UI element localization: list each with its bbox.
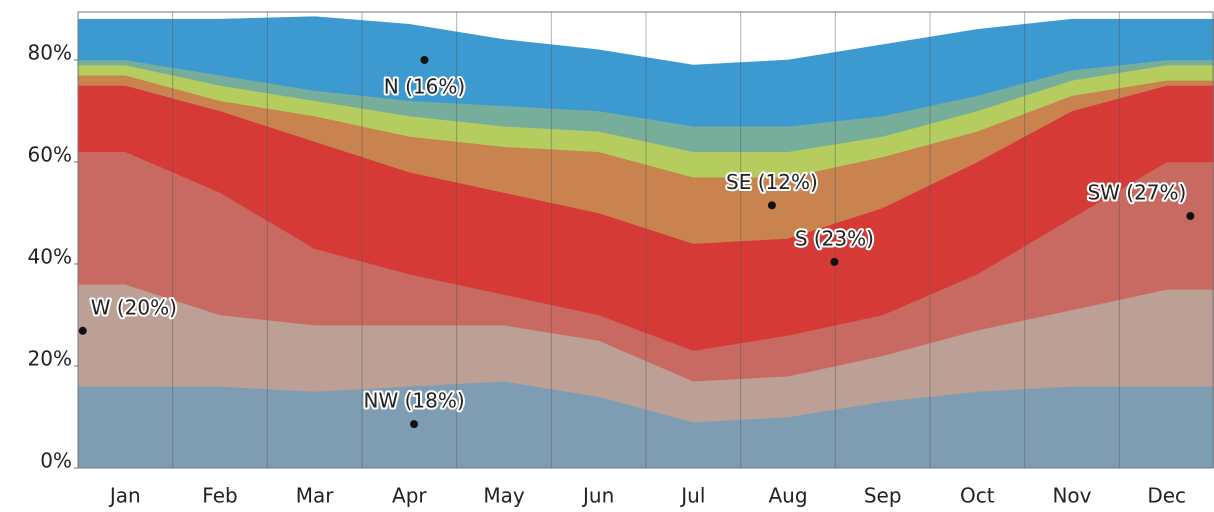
annotation-label: N (16%) xyxy=(384,74,465,98)
annotation-dot xyxy=(410,420,419,429)
x-tick-label: Mar xyxy=(296,484,335,508)
x-tick-label: Apr xyxy=(392,484,427,508)
annotation-dot xyxy=(767,201,776,210)
annotation-label: W (20%) xyxy=(91,295,177,319)
x-tick-label: Jul xyxy=(679,484,705,508)
annotation-dot xyxy=(420,55,429,64)
y-tick-label: 40% xyxy=(28,244,72,268)
y-tick-label: 20% xyxy=(28,346,72,370)
plot-frame xyxy=(77,11,1214,469)
x-tick-label: Feb xyxy=(202,484,237,508)
annotation-dot xyxy=(830,257,839,266)
x-tick-label: Nov xyxy=(1052,484,1091,508)
y-tick-label: 60% xyxy=(28,142,72,166)
x-tick-label: Sep xyxy=(864,484,902,508)
annotation-dot xyxy=(78,326,87,335)
x-tick-label: Oct xyxy=(960,484,995,508)
annotation-label: SW (27%) xyxy=(1087,181,1186,205)
area xyxy=(77,16,1214,127)
annotation-label: S (23%) xyxy=(795,226,874,250)
annotation-label: SE (12%) xyxy=(726,170,818,194)
x-tick-label: Jun xyxy=(581,484,614,508)
annotation-label: NW (18%) xyxy=(363,389,464,413)
x-tick-label: Aug xyxy=(768,484,807,508)
y-tick-label: 0% xyxy=(40,449,72,473)
x-tick-label: Jan xyxy=(108,484,141,508)
x-tick-label: May xyxy=(483,484,525,508)
annotation-dot xyxy=(1186,212,1195,221)
y-tick-label: 80% xyxy=(28,40,72,64)
x-tick-label: Dec xyxy=(1147,484,1186,508)
